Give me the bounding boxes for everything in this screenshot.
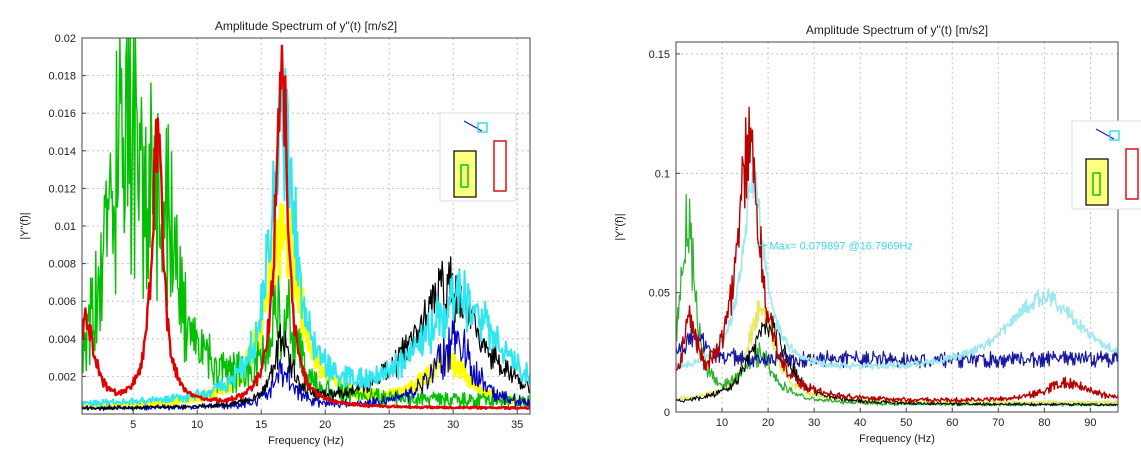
series-line-5: [676, 170, 1118, 371]
y-tick-label: 0.01: [55, 221, 76, 233]
plot-area: [676, 106, 1118, 407]
right-spectrum-chart: Amplitude Spectrum of y"(t) [m/s2] 10 20 30…: [597, 0, 1141, 454]
y-tick-label: 0.012: [48, 183, 76, 195]
x-tick-label: 40: [854, 417, 866, 429]
y-axis-label: |Y"(f)|: [614, 213, 626, 240]
x-tick-label: 50: [900, 417, 912, 429]
y-tick-label: 0.02: [55, 33, 76, 45]
x-tick-label: 35: [511, 419, 523, 431]
series-line-5: [82, 60, 530, 408]
y-tick-label: 0.05: [649, 288, 670, 300]
y-tick-label: 0: [664, 407, 670, 419]
y-tick-label: 0.006: [48, 296, 76, 308]
left-chart-svg: Amplitude Spectrum of y"(t) [m/s2] 5 10 15 2…: [19, 19, 531, 447]
x-tick-label: 25: [383, 419, 395, 431]
series-line-6: [676, 106, 1118, 403]
x-tick-label: 20: [319, 419, 331, 431]
y-tick-label: 0.008: [48, 259, 76, 271]
y-tick-label: 0.1: [655, 168, 670, 180]
legend-cyan-square-icon: [1109, 130, 1120, 141]
x-axis-label: Frequency (Hz): [268, 435, 344, 447]
x-tick-label: 30: [447, 419, 459, 431]
y-tick-label: 0.002: [48, 371, 76, 383]
legend-red-box-icon: [1125, 148, 1139, 200]
y-axis-label: |Y"(f)|: [19, 212, 31, 239]
legend-yellow-box-icon: [1085, 158, 1109, 206]
x-tick-label: 70: [992, 417, 1004, 429]
series-line-1: [82, 203, 530, 410]
series-line-3: [676, 324, 1118, 369]
chart-title: Amplitude Spectrum of y"(t) [m/s2]: [215, 19, 397, 33]
x-axis-label: Frequency (Hz): [859, 433, 935, 445]
legend-red-box-icon: [493, 140, 507, 192]
legend-green-box-icon: [1092, 172, 1101, 196]
x-tick-label: 20: [762, 417, 774, 429]
x-tick-label: 90: [1084, 417, 1096, 429]
legend-cyan-square-icon: [477, 122, 488, 133]
y-tick-label: 0.016: [48, 108, 76, 120]
legend-blue-line-icon: [1095, 128, 1115, 140]
x-tick-label: 10: [716, 417, 728, 429]
plot-frame: [675, 41, 1119, 413]
series-line-4: [676, 315, 1118, 407]
right-chart-svg: Amplitude Spectrum of y"(t) [m/s2] 10 20 30…: [614, 23, 1141, 445]
legend-yellow-box-icon: [453, 150, 477, 198]
x-tick-label: 80: [1038, 417, 1050, 429]
plot-area: [82, 38, 530, 412]
x-tick-label: 5: [130, 419, 136, 431]
chart-title: Amplitude Spectrum of y"(t) [m/s2]: [806, 23, 988, 37]
series-line-4: [82, 256, 530, 411]
y-tick-label: 0.004: [48, 334, 76, 346]
y-tick-label: 0.15: [649, 49, 670, 61]
x-tick-label: 15: [255, 419, 267, 431]
x-tick-label: 10: [191, 419, 203, 431]
y-tick-label: 0.014: [48, 146, 76, 158]
y-tick-label: 0.018: [48, 71, 76, 83]
legend-blue-line-icon: [463, 120, 483, 132]
series-line-6: [82, 44, 530, 410]
annotation-text: Max= 0.079897 @16.7969Hz: [769, 240, 913, 252]
left-spectrum-chart: Amplitude Spectrum of y"(t) [m/s2] 5 10 15 2…: [0, 0, 545, 454]
legend-green-box-icon: [460, 164, 469, 188]
x-tick-label: 30: [808, 417, 820, 429]
series-line-1: [676, 299, 1118, 405]
x-tick-label: 60: [946, 417, 958, 429]
series-line-2: [82, 38, 530, 409]
